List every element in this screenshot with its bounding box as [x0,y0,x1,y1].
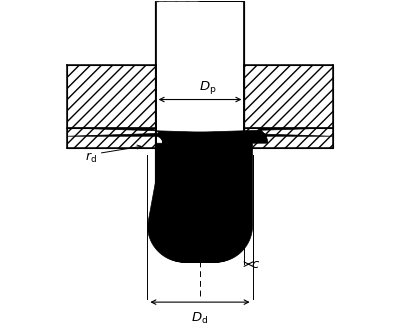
Bar [244,128,333,148]
Polygon shape [156,0,244,1]
Polygon shape [156,1,244,232]
Text: $D_\mathrm{p}$: $D_\mathrm{p}$ [199,79,216,96]
Bar [67,128,156,148]
Bar [67,65,156,128]
Text: $r_\mathrm{d}$: $r_\mathrm{d}$ [85,151,97,165]
Text: $r_\mathrm{p}$: $r_\mathrm{p}$ [224,208,236,223]
Bar [244,65,333,128]
Text: $D_\mathrm{d}$: $D_\mathrm{d}$ [191,311,209,326]
Text: $c$: $c$ [251,258,260,271]
Polygon shape [158,0,244,1]
Polygon shape [67,128,333,262]
